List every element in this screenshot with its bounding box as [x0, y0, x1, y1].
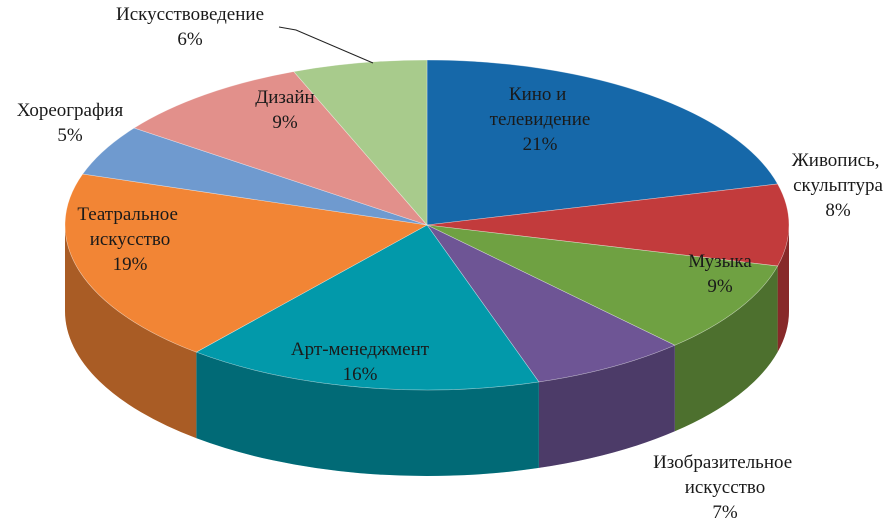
side-shade	[65, 225, 197, 439]
slice-side	[777, 225, 789, 353]
value-label: 5%	[57, 125, 83, 146]
value-label: 6%	[177, 29, 203, 50]
value-label: 9%	[272, 112, 298, 133]
slice-side	[196, 352, 539, 476]
slice-label: Музыка	[688, 251, 752, 272]
slice-side	[674, 266, 778, 432]
slice-label: Кино и телевидение	[490, 84, 591, 130]
value-label: 8%	[825, 200, 851, 221]
slice	[426, 59, 779, 226]
slice	[426, 183, 790, 267]
side-shade	[196, 352, 539, 476]
slice	[64, 173, 428, 353]
slice-label: Живопись, скульптура	[792, 150, 884, 196]
slice-side	[65, 225, 197, 439]
slice	[133, 71, 428, 226]
value-label: 19%	[113, 254, 148, 275]
slice-label: Театральное искусство	[77, 204, 182, 250]
slice-side	[538, 345, 675, 468]
slice-label: Хореография	[17, 100, 124, 121]
value-label: 21%	[523, 134, 558, 155]
slice-label: Дизайн	[255, 87, 314, 108]
side-shade	[538, 345, 675, 468]
tops	[64, 59, 790, 391]
slice-label: Искусствоведение	[116, 4, 264, 25]
side-shade	[674, 266, 778, 432]
side-shade	[777, 225, 789, 353]
slice-label: Изобразительное искусство	[653, 452, 797, 498]
slice-label: Арт-менеджмент	[291, 339, 430, 360]
slice	[195, 224, 540, 391]
slice	[293, 59, 428, 226]
slice	[426, 224, 676, 383]
sides	[65, 225, 789, 476]
value-label: 7%	[712, 502, 738, 523]
value-label: 9%	[707, 276, 733, 297]
slice	[426, 224, 779, 346]
value-label: 16%	[343, 364, 378, 385]
leader-line	[278, 26, 374, 64]
